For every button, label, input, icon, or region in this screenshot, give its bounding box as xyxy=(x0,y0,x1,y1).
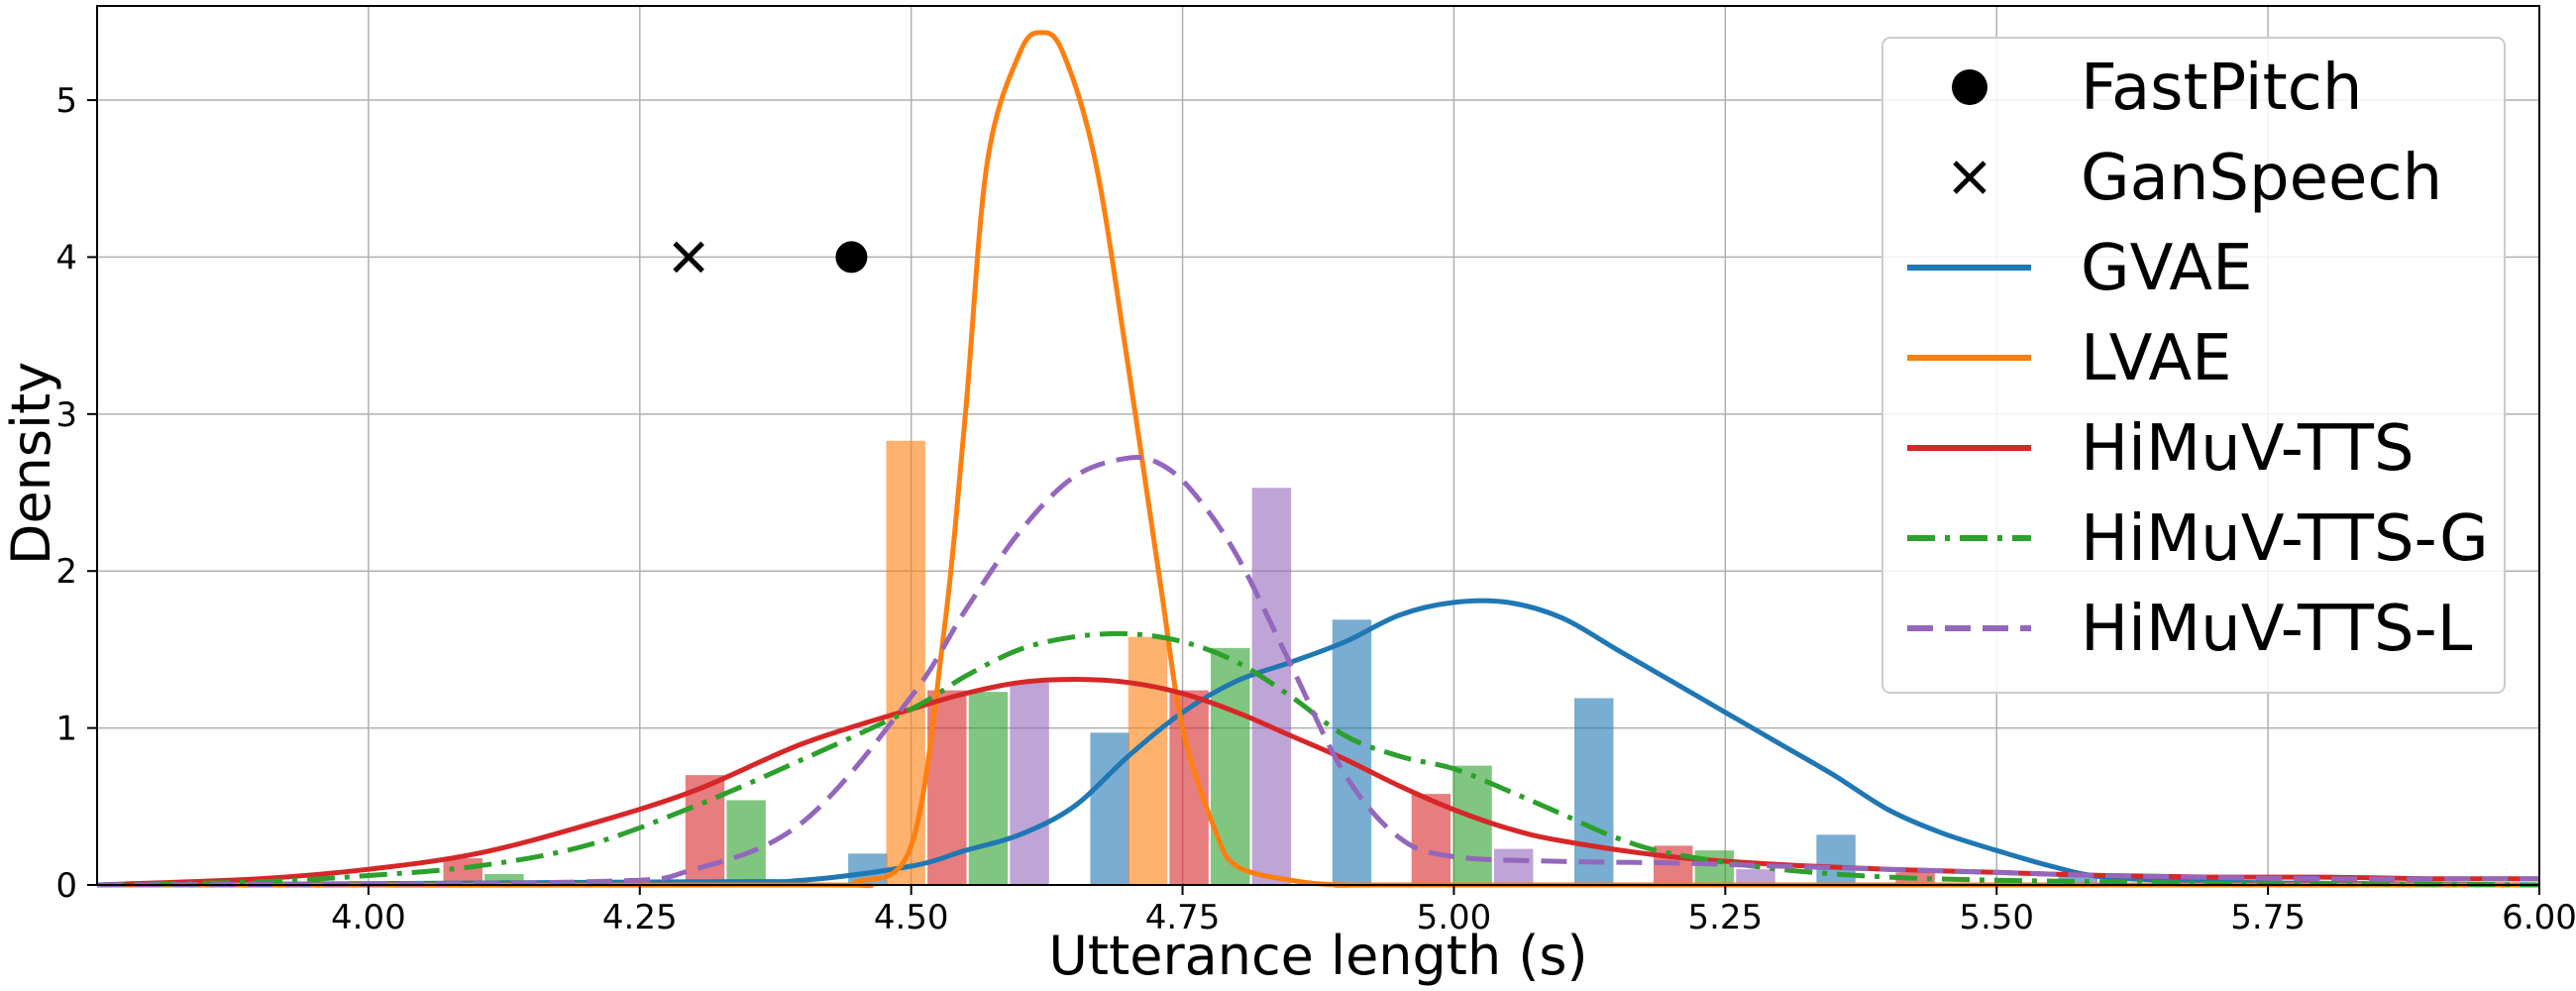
legend-swatch-ganspeech xyxy=(1953,161,1986,194)
y-axis-title: Density xyxy=(0,362,62,565)
x-tick-label: 6.00 xyxy=(2502,898,2576,937)
legend-label-gvae: GVAE xyxy=(2081,232,2253,305)
histogram-bar-himuv-tts-g xyxy=(968,692,1009,885)
legend-item-himuv-tts: HiMuV-TTS xyxy=(1907,412,2415,486)
histogram-bar-himuv-tts-g xyxy=(1694,850,1735,885)
x-tick-label: 4.00 xyxy=(331,898,406,937)
legend-item-gvae: GVAE xyxy=(1907,232,2253,305)
y-tick-label: 4 xyxy=(55,238,77,277)
x-tick-label: 4.75 xyxy=(1145,898,1221,937)
x-tick-label: 5.25 xyxy=(1687,898,1763,937)
point-ganspeech-stroke xyxy=(673,241,704,274)
legend-item-himuv-tts-g: HiMuV-TTS-G xyxy=(1907,502,2489,576)
histogram-bar-gvae xyxy=(2058,873,2098,885)
y-axis-ticks: 0 1 2 3 4 5 xyxy=(55,81,97,906)
histogram-bar-himuv-tts-l xyxy=(1493,848,1534,885)
point-ganspeech xyxy=(673,241,704,274)
legend-label-himuv-tts-g: HiMuV-TTS-G xyxy=(2081,502,2489,576)
x-tick-label: 4.50 xyxy=(874,898,949,937)
histogram-bar-gvae xyxy=(1332,619,1372,885)
x-axis-title: Utterance length (s) xyxy=(1048,925,1587,987)
x-tick-label: 4.25 xyxy=(602,898,678,937)
curve-himuv-tts-g xyxy=(96,630,2540,888)
legend-item-himuv-tts-l: HiMuV-TTS-L xyxy=(1907,593,2473,666)
legend-label-lvae: LVAE xyxy=(2081,322,2232,395)
histogram-bar-himuv-tts-l xyxy=(1736,869,1775,885)
histogram-bar-himuv-tts xyxy=(1411,794,1451,885)
x-tick-label: 5.00 xyxy=(1417,898,1492,937)
histogram-bar-gvae xyxy=(1090,732,1129,885)
x-tick-label: 5.50 xyxy=(1959,898,2034,937)
histogram-bar-himuv-tts-g xyxy=(484,873,524,885)
legend-label-himuv-tts: HiMuV-TTS xyxy=(2081,412,2415,486)
legend-item-fastpitch: FastPitch xyxy=(1952,52,2362,125)
histogram-bar-gvae xyxy=(1574,698,1614,885)
legend: FastPitch GanSpeech GVAE LVAE HiMuV-TTS HiMuV… xyxy=(1881,37,2506,694)
y-tick-label: 5 xyxy=(55,81,77,121)
histogram-bar-himuv-tts-l xyxy=(1251,488,1292,885)
point-fastpitch xyxy=(835,241,868,274)
legend-label-fastpitch: FastPitch xyxy=(2081,52,2362,125)
curve-gvae xyxy=(96,598,2540,888)
histogram-bar-lvae xyxy=(1127,636,1168,885)
x-tick-label: 5.75 xyxy=(2230,898,2306,937)
y-tick-label: 0 xyxy=(55,866,77,906)
legend-item-lvae: LVAE xyxy=(1907,322,2232,395)
histogram-bar-himuv-tts-g xyxy=(1452,765,1492,885)
y-tick-label: 2 xyxy=(55,552,77,592)
reference-points xyxy=(673,241,868,274)
legend-label-himuv-tts-l: HiMuV-TTS-L xyxy=(2081,593,2473,666)
legend-item-ganspeech: GanSpeech xyxy=(1953,142,2442,215)
legend-box xyxy=(1881,37,2506,694)
y-tick-label: 3 xyxy=(55,395,77,435)
curve-himuv-tts-l xyxy=(96,454,2540,888)
histogram-bar-himuv-tts-l xyxy=(1010,682,1049,885)
histogram-bar-himuv-tts-g xyxy=(1211,647,1250,885)
plot-frame xyxy=(96,5,2540,886)
legend-label-ganspeech: GanSpeech xyxy=(2081,142,2442,215)
histogram-bar-himuv-tts-g xyxy=(726,800,766,885)
legend-swatch-ganspeech-stroke xyxy=(1953,161,1986,194)
y-tick-label: 1 xyxy=(55,710,77,749)
legend-swatch-fastpitch xyxy=(1952,69,1987,105)
x-axis-ticks: 4.00 4.25 4.50 4.75 5.00 5.25 5.50 5.75 6.00 xyxy=(331,885,2576,937)
